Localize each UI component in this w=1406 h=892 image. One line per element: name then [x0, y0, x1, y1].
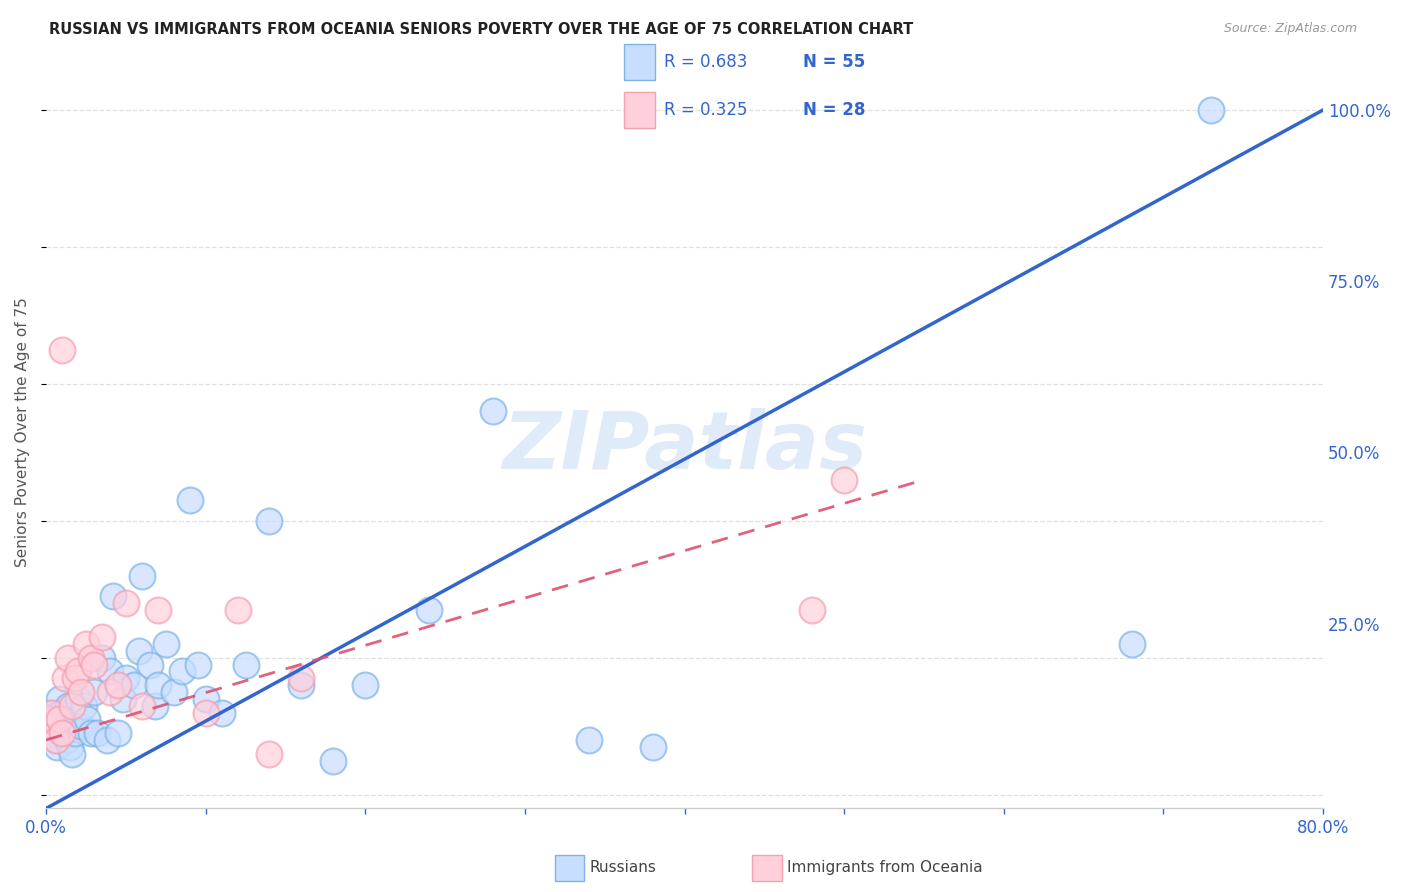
Point [114, 671, 136, 685]
Point [179, 493, 201, 508]
Point [131, 698, 153, 713]
Point [63, 671, 86, 685]
Point [51, 343, 73, 357]
Point [90, 650, 112, 665]
Point [63, 726, 86, 740]
Point [58, 698, 80, 713]
Point [226, 603, 249, 617]
Point [37, 719, 59, 733]
Point [111, 691, 134, 706]
Point [170, 665, 193, 679]
Point [45, 733, 67, 747]
Text: Russians: Russians [589, 861, 657, 875]
Point [211, 706, 233, 720]
Point [482, 404, 505, 418]
Point [79, 650, 101, 665]
Point [139, 657, 162, 672]
Point [163, 685, 186, 699]
Point [41, 726, 63, 740]
Point [83, 685, 105, 699]
Point [578, 733, 600, 747]
Point [70, 719, 93, 733]
Text: ZIPatlas: ZIPatlas [502, 408, 868, 486]
Point [235, 657, 257, 672]
Point [79, 726, 101, 740]
Point [155, 637, 177, 651]
Point [42, 713, 65, 727]
Point [101, 589, 124, 603]
Point [70, 685, 93, 699]
Point [187, 657, 209, 672]
Text: N = 55: N = 55 [803, 53, 866, 70]
Point [38, 713, 60, 727]
Point [53, 713, 76, 727]
Point [83, 657, 105, 672]
Point [53, 671, 76, 685]
Point [86, 726, 108, 740]
Point [143, 698, 166, 713]
Point [259, 747, 281, 761]
Point [146, 603, 169, 617]
Point [96, 733, 118, 747]
Text: Source: ZipAtlas.com: Source: ZipAtlas.com [1223, 22, 1357, 36]
Point [55, 733, 77, 747]
Point [290, 678, 312, 692]
Point [49, 706, 72, 720]
Bar [752, 855, 782, 880]
Text: R = 0.683: R = 0.683 [664, 53, 748, 70]
Bar [624, 92, 655, 128]
Text: Immigrants from Oceania: Immigrants from Oceania [787, 861, 983, 875]
Point [58, 650, 80, 665]
Point [48, 713, 70, 727]
Point [66, 665, 89, 679]
Point [45, 733, 67, 747]
Point [48, 691, 70, 706]
Point [114, 596, 136, 610]
Point [194, 691, 217, 706]
Point [128, 644, 150, 658]
Point [322, 754, 344, 768]
Point [146, 678, 169, 692]
Point [59, 739, 82, 754]
Point [641, 739, 664, 754]
Point [801, 603, 824, 617]
Point [46, 739, 69, 754]
Point [1121, 637, 1143, 651]
Point [98, 685, 121, 699]
Point [832, 473, 855, 487]
Point [1201, 103, 1223, 117]
Text: R = 0.325: R = 0.325 [664, 101, 748, 119]
Point [354, 678, 377, 692]
Point [131, 568, 153, 582]
Y-axis label: Seniors Poverty Over the Age of 75: Seniors Poverty Over the Age of 75 [15, 297, 30, 566]
Point [38, 713, 60, 727]
Point [90, 630, 112, 644]
Point [76, 713, 98, 727]
Point [51, 726, 73, 740]
Point [122, 678, 145, 692]
Point [41, 706, 63, 720]
Bar [624, 44, 655, 79]
Point [98, 665, 121, 679]
Point [37, 706, 59, 720]
Point [290, 671, 312, 685]
Point [73, 698, 96, 713]
Point [51, 726, 73, 740]
Point [60, 698, 83, 713]
Text: N = 28: N = 28 [803, 101, 866, 119]
Point [259, 514, 281, 528]
Point [107, 678, 129, 692]
Point [194, 706, 217, 720]
Text: RUSSIAN VS IMMIGRANTS FROM OCEANIA SENIORS POVERTY OVER THE AGE OF 75 CORRELATIO: RUSSIAN VS IMMIGRANTS FROM OCEANIA SENIO… [49, 22, 914, 37]
Point [66, 691, 89, 706]
Bar [555, 855, 585, 880]
Point [39, 719, 62, 733]
Point [75, 637, 97, 651]
Point [418, 603, 440, 617]
Point [107, 726, 129, 740]
Point [52, 719, 75, 733]
Point [60, 747, 83, 761]
